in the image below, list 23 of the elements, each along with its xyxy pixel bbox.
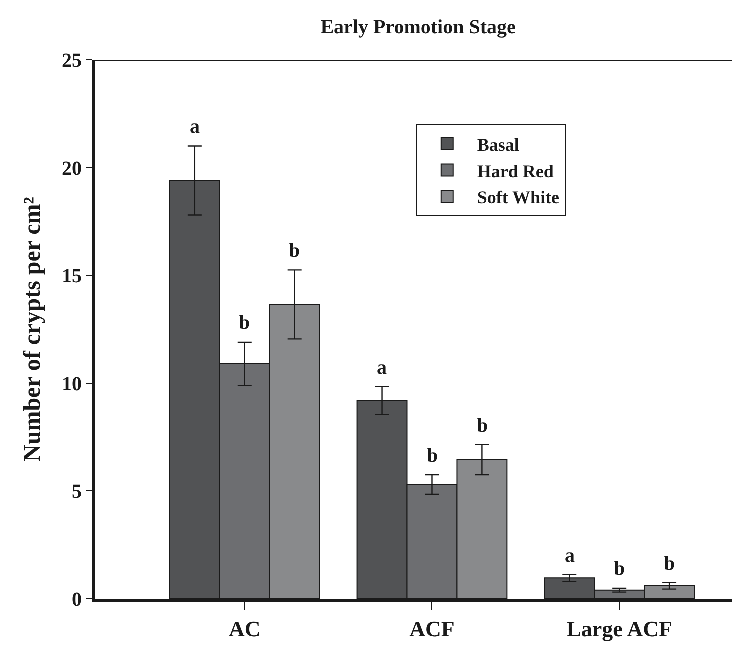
x-tick-label: ACF [410, 616, 455, 642]
y-tick-label: 5 [72, 481, 82, 504]
annotation: b [289, 240, 300, 262]
y-tick-label: 25 [62, 50, 82, 72]
annotation: b [239, 312, 250, 334]
chart-title: Early Promotion Stage [320, 16, 516, 39]
annotation: b [614, 558, 626, 580]
legend-label: Soft White [477, 188, 560, 208]
x-tick-label: AC [228, 616, 261, 642]
y-tick-label: 10 [62, 373, 82, 396]
y-tick-label: 15 [62, 266, 82, 288]
x-tick-label: Large ACF [566, 616, 672, 642]
annotation: b [427, 445, 438, 467]
annotation: a [190, 116, 200, 138]
annotation: b [477, 415, 488, 437]
y-axis-title: Number of crypts per cm² [20, 197, 46, 462]
y-tick-label: 20 [62, 158, 82, 180]
annotation: a [377, 357, 387, 379]
annotation: b [664, 553, 676, 575]
y-tick-label: 0 [72, 589, 82, 611]
legend-label: Hard Red [477, 161, 554, 182]
legend-label: Basal [477, 134, 520, 155]
annotation: a [565, 545, 575, 567]
